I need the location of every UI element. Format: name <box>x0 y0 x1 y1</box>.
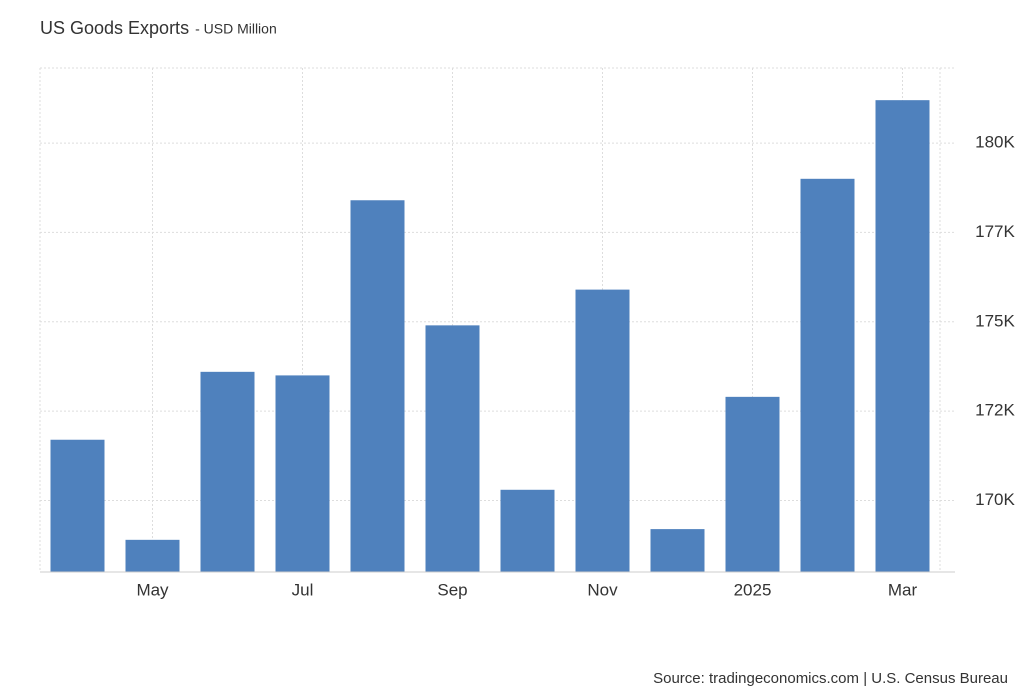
y-tick-label: 170K <box>975 490 1015 509</box>
x-tick-label: 2025 <box>734 580 772 599</box>
bar <box>425 325 480 572</box>
x-tick-label: May <box>136 580 169 599</box>
x-tick-label: Jul <box>292 580 314 599</box>
bar <box>650 529 705 572</box>
chart-subtitle: - USD Million <box>195 21 277 37</box>
y-tick-label: 180K <box>975 133 1015 152</box>
chart-title: US Goods Exports <box>40 18 189 38</box>
bar <box>575 289 630 572</box>
x-tick-label: Sep <box>437 580 467 599</box>
bar <box>350 200 405 573</box>
bar <box>50 439 105 572</box>
x-tick-label: Nov <box>587 580 618 599</box>
y-tick-label: 172K <box>975 401 1015 420</box>
bar <box>125 539 180 572</box>
bar <box>275 375 330 572</box>
bar <box>200 371 255 572</box>
bar <box>875 100 930 572</box>
source: Source: tradingeconomics.com | U.S. Cens… <box>653 670 1008 687</box>
y-tick-label: 175K <box>975 311 1015 330</box>
y-tick-label: 177K <box>975 222 1015 241</box>
bar <box>725 396 780 572</box>
x-tick-label: Mar <box>888 580 918 599</box>
bar <box>800 178 855 572</box>
bar <box>500 489 555 572</box>
